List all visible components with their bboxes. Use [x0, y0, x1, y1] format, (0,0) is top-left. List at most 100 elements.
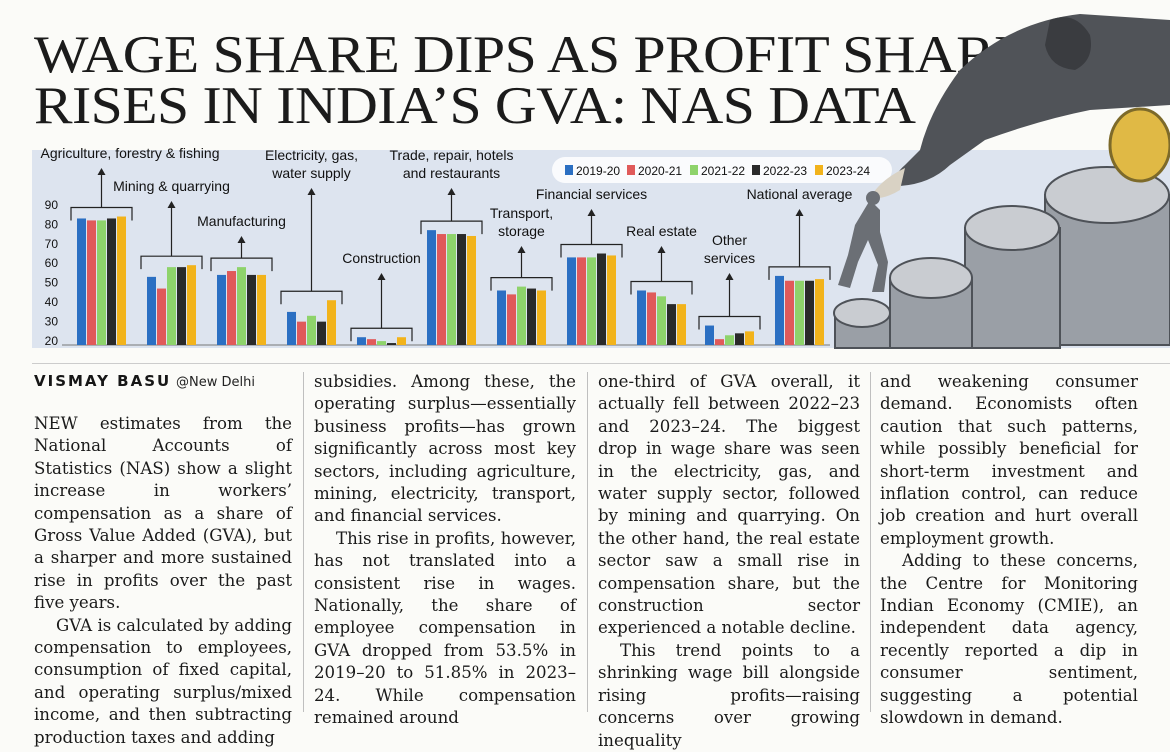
bar	[597, 253, 606, 345]
paragraph: one-third of GVA overall, it actually fe…	[598, 372, 860, 638]
bar	[715, 339, 724, 345]
bar	[667, 304, 676, 345]
bar	[427, 230, 436, 345]
bar	[327, 300, 336, 345]
legend-label: 2021-22	[701, 164, 745, 178]
bar	[785, 280, 794, 345]
arrow-head	[447, 188, 456, 195]
arrow-head	[795, 209, 804, 216]
bar	[387, 343, 396, 345]
article-column-1: NEW estimates from the National Accounts…	[34, 413, 292, 749]
legend-label: 2022-23	[763, 164, 807, 178]
arrow-head	[377, 273, 386, 280]
bar	[317, 321, 326, 345]
category-label: Real estate	[626, 223, 697, 239]
bar	[577, 257, 586, 345]
bar-chart: 90 80 70 60 50 40 30 20 Agriculture, forestry & …	[41, 145, 892, 348]
paragraph: NEW estimates from the National Accounts…	[34, 414, 292, 613]
arrow-head	[307, 188, 316, 195]
category-label: Trade, repair, hotels	[390, 147, 514, 163]
bar	[157, 288, 166, 345]
arrow-head	[657, 246, 666, 253]
bar	[167, 267, 176, 345]
legend-swatch	[627, 165, 635, 175]
legend-background	[552, 157, 892, 183]
paragraph: This rise in profits, however, has not t…	[314, 528, 576, 728]
category-label: storage	[498, 223, 545, 239]
y-tick-label: 40	[45, 295, 59, 309]
category-label: Other	[712, 232, 747, 248]
bar	[117, 216, 126, 345]
arrow-head	[237, 236, 246, 243]
bar	[237, 267, 246, 345]
bar	[217, 274, 226, 345]
bar	[517, 286, 526, 345]
y-tick-label: 30	[45, 315, 59, 329]
bar	[187, 265, 196, 345]
bar	[147, 276, 156, 345]
paragraph: This trend points to a shrinking wage bi…	[598, 640, 860, 750]
bar	[447, 234, 456, 345]
bar	[247, 274, 256, 345]
section-divider	[32, 363, 1170, 364]
bar	[637, 290, 646, 345]
column-rule	[870, 372, 871, 712]
bar	[377, 341, 386, 345]
category-label: National average	[747, 186, 853, 202]
bar	[497, 290, 506, 345]
bar	[745, 331, 754, 345]
bar	[725, 335, 734, 345]
category-label: Transport,	[490, 205, 553, 221]
bar	[297, 321, 306, 345]
category-label: Construction	[342, 250, 421, 266]
category-label: services	[704, 250, 755, 266]
bar	[227, 271, 236, 345]
bar	[257, 274, 266, 345]
category-label: Manufacturing	[197, 213, 286, 229]
bar	[567, 257, 576, 345]
author-name: VISMAY BASU	[34, 372, 172, 390]
arrow-head	[725, 273, 734, 280]
paragraph: and weakening consumer demand. Economist…	[880, 372, 1138, 548]
headline-line-2: RISES IN INDIA’S GVA: NAS DATA	[34, 77, 916, 135]
y-tick-label: 70	[45, 237, 59, 251]
article-column-4: and weakening consumer demand. Economist…	[880, 371, 1138, 730]
category-label: water supply	[271, 165, 351, 181]
y-tick-label: 50	[45, 276, 59, 290]
arrow-head	[517, 246, 526, 253]
bar	[507, 294, 516, 345]
bar	[607, 255, 616, 345]
bar	[775, 275, 784, 345]
bar	[805, 280, 814, 345]
climbing-figure-illustration	[838, 191, 888, 292]
bar	[647, 292, 656, 345]
bar	[587, 257, 596, 345]
bar	[437, 234, 446, 345]
bar	[97, 220, 106, 345]
bar	[677, 304, 686, 345]
article-column-3: one-third of GVA overall, it actually fe…	[598, 371, 860, 752]
legend-label: 2020-21	[638, 164, 682, 178]
headline: WAGE SHARE DIPS AS PROFIT SHARE RISES IN…	[34, 29, 1048, 135]
bar	[77, 218, 86, 345]
paragraph: subsidies. Among these, the operating su…	[314, 372, 576, 526]
bar	[397, 337, 406, 345]
column-rule	[587, 372, 588, 712]
category-label: and restaurants	[403, 165, 500, 181]
y-tick-label: 80	[45, 217, 59, 231]
bar	[87, 220, 96, 345]
category-label: Mining & quarrying	[113, 178, 230, 194]
legend-swatch	[565, 165, 573, 175]
category-label: Agriculture, forestry & fishing	[41, 145, 220, 161]
arrow-head	[587, 209, 596, 216]
bar	[367, 339, 376, 345]
legend-swatch	[815, 165, 823, 175]
bar	[457, 234, 466, 345]
bar	[287, 311, 296, 345]
legend-label: 2023-24	[826, 164, 870, 178]
category-label: Electricity, gas,	[265, 147, 358, 163]
arrow-head	[97, 168, 106, 175]
bar	[107, 218, 116, 345]
headline-line-1: WAGE SHARE DIPS AS PROFIT SHARE	[34, 26, 1029, 84]
byline: VISMAY BASU @New Delhi	[34, 372, 255, 390]
